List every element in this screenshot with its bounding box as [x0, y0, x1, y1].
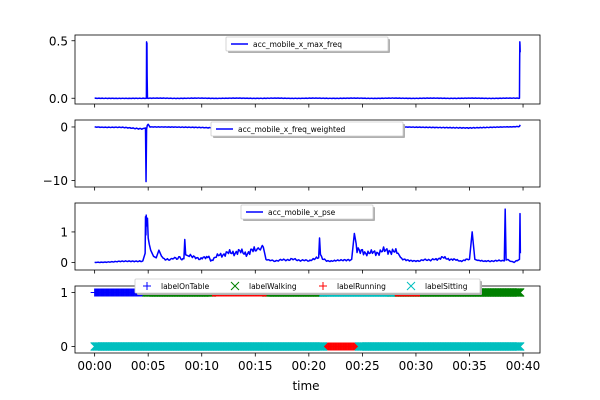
legend-label: labelWalking [249, 282, 297, 291]
marker-x [406, 281, 416, 291]
axes-frame [74, 34, 541, 105]
x-tick-label: 00:25 [345, 359, 380, 373]
marker-plus [143, 282, 151, 290]
plot-area [94, 41, 521, 100]
x-tick-label: 00:30 [399, 359, 434, 373]
y-tick-label: −10 [43, 174, 68, 188]
legend-label: acc_mobile_x_pse [268, 208, 336, 217]
marker-x [314, 342, 324, 351]
y-tick-label: 1 [60, 286, 68, 300]
x-tick-label: 00:40 [506, 359, 541, 373]
legend-box [134, 278, 481, 294]
legend-label: labelSitting [425, 282, 468, 291]
x-tick-label: 00:10 [184, 359, 219, 373]
marker-x [317, 342, 327, 351]
marker-x [513, 342, 523, 351]
marker-x [511, 342, 521, 351]
marker-x [514, 342, 524, 351]
legend-box [240, 204, 374, 220]
chart-panel-4: 0 1 00:00 00:05 00:10 00:15 00:20 00:25 00:30 00:… [60, 278, 541, 373]
axes-frame [74, 202, 541, 271]
marker-x [515, 288, 524, 297]
chart-panel-2: 0 −10 acc_mobile_x_freq_weighted [43, 119, 541, 191]
marker-x [515, 288, 525, 297]
marker-x [512, 342, 521, 351]
plot-area [94, 208, 522, 264]
series-line-acc_mobile_x_max_freq [94, 41, 521, 100]
marker-x [230, 281, 240, 291]
marker-x [315, 342, 324, 351]
series-line-acc_mobile_x_pse [94, 208, 522, 264]
marker-x [511, 288, 521, 297]
x-tick-label: 00:15 [238, 359, 273, 373]
chart-panel-1: 0.0 0.5 acc_mobile_x_max_freq [49, 34, 541, 108]
legend-box [210, 121, 404, 137]
legend-label: acc_mobile_x_freq_weighted [238, 125, 346, 134]
marker-plus [319, 282, 327, 290]
axes-frame [74, 119, 541, 188]
y-tick-label: 0 [60, 120, 68, 134]
marker-x [512, 288, 521, 297]
y-tick-label: 0.5 [49, 34, 68, 48]
marker-x [318, 342, 328, 351]
x-tick-label: 00:05 [131, 359, 166, 373]
marker-x [515, 342, 525, 351]
x-axis-label: time [292, 379, 319, 393]
chart-panel-3: 0 1 acc_mobile_x_pse [60, 202, 541, 274]
y-tick-label: 1 [60, 225, 68, 239]
marker-x [514, 288, 524, 297]
marker-x [318, 342, 327, 351]
marker-x [512, 288, 522, 297]
legend-box [225, 36, 389, 52]
legend-label: labelRunning [337, 282, 386, 291]
x-tick-label: 00:35 [452, 359, 487, 373]
marker-x [316, 342, 326, 351]
legend: acc_mobile_x_pse [240, 204, 375, 221]
marker-x [515, 342, 524, 351]
legend-label: labelOnTable [161, 282, 210, 291]
x-tick-label: 00:00 [77, 359, 112, 373]
y-tick-label: 0.0 [49, 92, 68, 106]
y-tick-label: 0 [60, 256, 68, 270]
legend: acc_mobile_x_freq_weighted [210, 121, 405, 138]
marker-x [315, 342, 325, 351]
x-tick-label: 00:20 [292, 359, 327, 373]
legend: acc_mobile_x_max_freq [225, 36, 390, 53]
legend: labelOnTable labelWalking labelRunning labe… [134, 278, 482, 295]
marker-x [513, 288, 523, 297]
y-tick-label: 0 [60, 340, 68, 354]
legend-label: acc_mobile_x_max_freq [253, 40, 342, 49]
series-labelSitting [90, 342, 525, 351]
marker-x [512, 342, 522, 351]
